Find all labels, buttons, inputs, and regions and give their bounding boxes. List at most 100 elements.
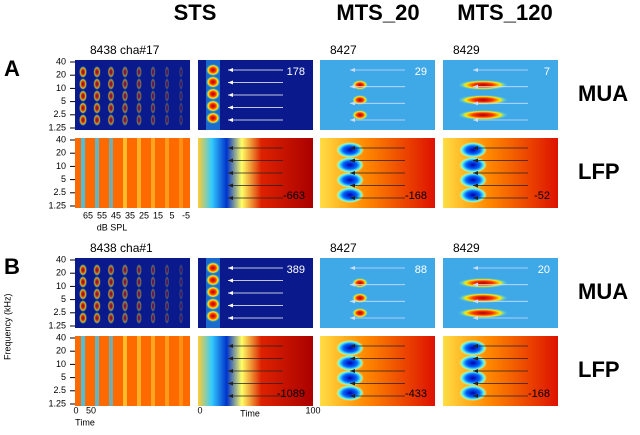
arrow-head <box>228 105 233 110</box>
heatmap-image: -168 <box>443 336 558 406</box>
heatmap: 29 <box>320 60 435 130</box>
background <box>75 258 190 328</box>
hot-spot <box>93 66 101 78</box>
cold-spot <box>459 355 487 371</box>
unit-id: 8427 <box>330 43 357 57</box>
arrow-head <box>350 369 355 373</box>
hot-spot <box>79 264 87 276</box>
hot-spot <box>121 66 129 78</box>
hot-spot <box>179 276 183 288</box>
hot-spot <box>164 264 170 276</box>
arrow-head <box>350 183 355 188</box>
hot-spot <box>107 276 115 288</box>
heatmap-image <box>75 258 190 328</box>
heatmap: -433 <box>320 336 435 406</box>
frequency-tick: 20 <box>56 346 66 356</box>
hot-spot <box>164 312 170 324</box>
hot-spot <box>121 90 129 102</box>
hot-spot <box>206 100 220 112</box>
heatmap: -663 <box>198 138 313 208</box>
time-tick: 0 <box>73 405 78 415</box>
time-tick: 100 <box>305 405 320 415</box>
heatmap-image <box>75 336 190 406</box>
unit-id: 8438 cha#1 <box>90 241 153 255</box>
stripe <box>95 138 99 208</box>
background <box>75 336 190 406</box>
hot-spot <box>150 102 156 114</box>
arrow-head <box>228 183 233 188</box>
column-header: MTS_120 <box>457 0 552 25</box>
hot-spot <box>206 310 220 322</box>
response-value: -433 <box>405 388 427 400</box>
frequency-tick: 1.25 <box>48 122 66 132</box>
db-tick: 55 <box>97 210 107 220</box>
hot-spot <box>150 114 156 126</box>
hot-spot <box>121 300 129 312</box>
hot-spot <box>164 114 170 126</box>
arrow-head <box>473 84 478 89</box>
hot-spot <box>121 78 129 90</box>
frequency-tick: 1.25 <box>48 200 66 210</box>
hot-spot <box>206 64 220 76</box>
unit-id: 8438 cha#17 <box>90 43 160 57</box>
arrow-head <box>228 146 233 150</box>
response-value: -663 <box>283 190 305 202</box>
heatmap-image: 7 <box>443 60 558 130</box>
cold-spot <box>336 157 364 173</box>
hot-spot <box>458 308 508 318</box>
frequency-tick: 1.25 <box>48 398 66 408</box>
hot-spot <box>164 102 170 114</box>
cold-spot <box>459 187 487 203</box>
arrow-head <box>350 101 355 106</box>
arrow-head <box>228 303 233 308</box>
hot-spot <box>179 288 183 300</box>
column-header: STS <box>174 0 217 25</box>
frequency-tick: 2.5 <box>53 307 66 317</box>
hot-spot <box>179 264 183 276</box>
heatmap: 178 <box>198 60 313 130</box>
response-value: 178 <box>287 66 305 78</box>
cold-spot <box>336 142 364 158</box>
hot-spot <box>458 110 508 120</box>
hot-spot <box>79 288 87 300</box>
arrow-head <box>350 282 355 287</box>
time-tick: 50 <box>86 405 96 415</box>
arrow-head <box>350 316 355 320</box>
hot-spot <box>179 78 183 90</box>
row-label: MUA <box>578 279 628 304</box>
frequency-tick: 40 <box>56 332 66 342</box>
arrow-head <box>473 171 478 175</box>
heatmap-image: -168 <box>320 138 435 208</box>
arrow-head <box>350 146 355 150</box>
hot-spot <box>352 110 368 120</box>
arrow-head <box>350 196 355 200</box>
hot-spot <box>206 286 220 298</box>
heatmap <box>75 336 190 406</box>
arrow-head <box>473 266 478 270</box>
hot-spot <box>121 276 129 288</box>
frequency-tick: 10 <box>56 161 66 171</box>
arrow-head <box>350 381 355 386</box>
db-label: dB SPL <box>97 222 128 232</box>
arrow-head <box>228 80 233 85</box>
heatmap-image: 88 <box>320 258 435 328</box>
response-value: -1089 <box>277 388 305 400</box>
stripe <box>151 138 155 208</box>
stripe <box>165 138 169 208</box>
frequency-tick: 2.5 <box>53 187 66 197</box>
cold-spot <box>336 385 364 401</box>
hot-spot <box>93 312 101 324</box>
hot-spot <box>458 278 508 288</box>
frequency-tick: 5 <box>61 174 66 184</box>
frequency-tick: 5 <box>61 372 66 382</box>
arrow-head <box>228 93 233 97</box>
arrow-head <box>473 394 478 398</box>
hot-spot <box>164 276 170 288</box>
row-label: LFP <box>578 159 620 184</box>
arrow-head <box>473 344 478 348</box>
hot-spot <box>150 66 156 78</box>
arrow-head <box>228 381 233 386</box>
arrow-head <box>473 68 478 72</box>
hot-spot <box>79 276 87 288</box>
heatmap-image: 20 <box>443 258 558 328</box>
